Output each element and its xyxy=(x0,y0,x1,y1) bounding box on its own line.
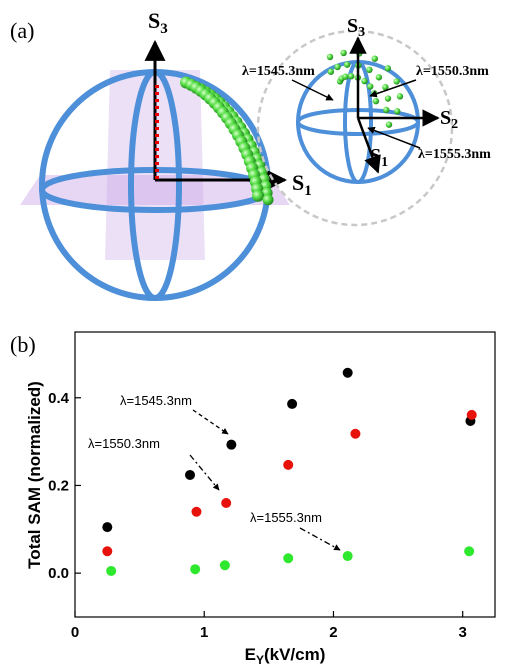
ball xyxy=(384,65,392,72)
ball xyxy=(393,78,400,85)
panel-a: (a) S3 S1 S3 S2 S1 xyxy=(10,8,491,301)
data-point xyxy=(283,459,294,470)
ball xyxy=(384,95,392,102)
s1-axis xyxy=(356,117,381,174)
arrow xyxy=(369,79,417,98)
ball xyxy=(383,106,390,114)
left-sphere: S3 S1 xyxy=(20,8,312,301)
dashed-circle xyxy=(256,29,454,227)
ball xyxy=(394,108,401,115)
x-tick-label: 1 xyxy=(200,624,208,641)
panel-b: (b) Total SAM (normalized) EY(kV/cm) λ=1… xyxy=(10,331,496,667)
y-tick-label: 0.2 xyxy=(48,477,69,494)
ball xyxy=(343,61,351,68)
data-point xyxy=(342,367,353,378)
x-tick-label: 0 xyxy=(71,624,79,641)
panel-label: (b) xyxy=(10,332,36,357)
axis-label: S3 xyxy=(148,8,168,37)
arrow xyxy=(299,527,341,551)
ball xyxy=(342,73,349,80)
green-trajectory xyxy=(180,76,274,206)
ball xyxy=(327,68,335,75)
data-point xyxy=(283,553,294,564)
x-tick-label: 2 xyxy=(329,624,337,641)
wavelength-label: λ=1550.3nm xyxy=(416,64,489,79)
plane xyxy=(20,175,290,205)
ball xyxy=(252,189,265,202)
annotation: λ=1545.3nm xyxy=(120,393,192,408)
x-axis-label: EY(kV/cm) xyxy=(245,645,326,667)
axis-label: S1 xyxy=(370,145,388,170)
data-point xyxy=(185,469,196,480)
ball xyxy=(371,55,378,62)
arrow xyxy=(189,454,220,491)
axis-label: S1 xyxy=(292,170,312,199)
ball xyxy=(334,63,341,71)
wavelength-label: λ=1545.3nm xyxy=(242,64,315,79)
y-axis-label: Total SAM (normalized) xyxy=(25,381,44,569)
axis-label: S3 xyxy=(347,15,365,40)
ball xyxy=(396,93,404,100)
data-point xyxy=(219,560,230,571)
ball xyxy=(340,49,347,57)
ball xyxy=(367,83,374,90)
data-point xyxy=(350,428,361,439)
arrow xyxy=(192,409,229,435)
ball xyxy=(326,53,334,61)
right-sphere: S3 S2 S1 λ=1545.3nm λ=1550.3nm λ=1555.3n… xyxy=(242,15,491,227)
ball xyxy=(382,84,389,91)
data-point xyxy=(102,546,113,557)
data-point xyxy=(190,564,201,575)
plot-frame xyxy=(74,331,496,618)
axis-label: S2 xyxy=(440,107,458,132)
x-tick-label: 3 xyxy=(459,624,467,641)
annotation: λ=1550.3nm xyxy=(88,436,160,451)
data-point xyxy=(102,522,113,533)
data-point xyxy=(221,498,232,508)
data-point xyxy=(466,409,477,420)
arrow xyxy=(367,126,421,149)
ball xyxy=(372,97,380,105)
ball xyxy=(361,77,368,85)
y-tick-label: 0.4 xyxy=(48,390,70,407)
data-point xyxy=(191,506,202,517)
arrow xyxy=(291,79,334,101)
data-point xyxy=(464,546,475,557)
ball xyxy=(375,74,383,81)
data-point xyxy=(106,565,117,576)
ball xyxy=(347,72,355,80)
panel-label: (a) xyxy=(10,18,34,43)
ball xyxy=(385,121,393,128)
annotation: λ=1555.3nm xyxy=(250,510,322,525)
data-point xyxy=(226,439,237,450)
ball xyxy=(366,66,373,74)
data-point xyxy=(287,398,298,409)
data-point xyxy=(342,551,353,562)
wavelength-label: λ=1555.3nm xyxy=(418,147,491,162)
y-tick-label: 0.0 xyxy=(48,565,69,582)
ball xyxy=(262,194,274,206)
